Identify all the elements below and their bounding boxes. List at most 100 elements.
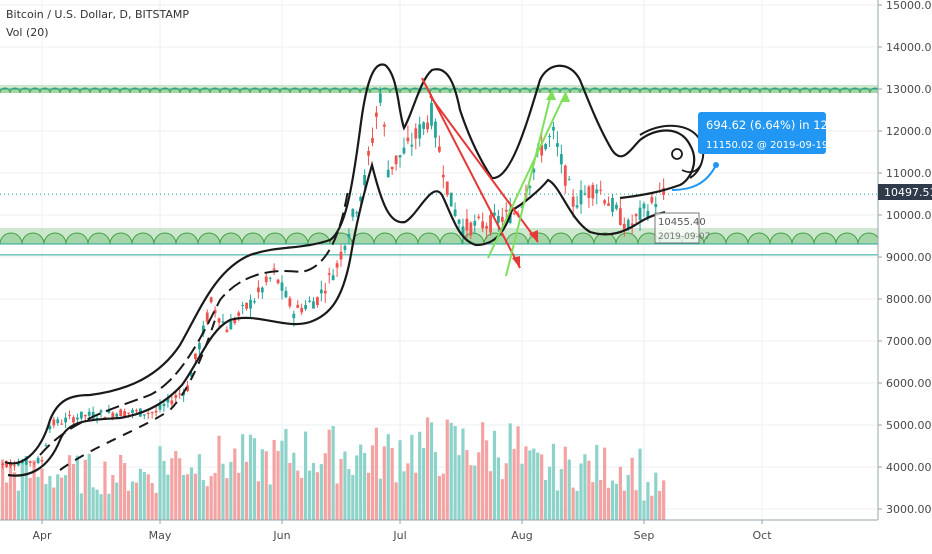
volume-bar [391,448,394,520]
volume-bar [36,477,39,520]
time-tick-label: Jul [392,529,406,542]
candle-body [72,417,75,422]
candle-body [68,415,71,416]
time-tick-label: May [149,529,172,542]
volume-bar [493,431,496,520]
candle-body [45,445,48,446]
volume-bar [532,449,535,520]
candle-body [178,393,181,394]
candle-body [466,219,469,231]
candle-body [127,413,130,414]
candle-body [269,278,272,279]
candle-body [135,410,138,411]
candle-body [481,221,484,228]
candle-body [1,464,4,465]
volume-bar [568,460,571,520]
volume-bar [99,494,102,520]
volume-bar [631,458,634,520]
volume-bar [225,478,228,520]
price-tick-label: 7000.00 [886,335,932,348]
candle-body [265,277,268,283]
volume-bar [536,452,539,520]
time-tick-label: Sep [634,529,655,542]
candle-body [131,410,134,413]
volume-bar [107,494,110,520]
candle-body [351,209,354,217]
candle-body [371,138,374,143]
volume-bar [206,486,209,520]
candle-body [485,226,488,229]
volume-bar [139,469,142,520]
volume-bar [217,436,220,520]
candle-body [80,412,83,419]
volume-bar [501,479,504,520]
volume-bar [257,481,260,520]
candle-body [418,124,421,138]
candle-body [355,212,358,213]
candle-body [643,204,646,209]
volume-bar [520,464,523,520]
symbol-title[interactable]: Bitcoin / U.S. Dollar, D, BITSTAMP [6,6,189,24]
volume-bar [276,451,279,520]
volume-bar [402,471,405,520]
candle-body [316,297,319,305]
candle-body [56,419,59,423]
volume-bar [56,474,59,520]
candle-body [257,288,260,293]
volume-bar [21,462,24,520]
volume-bar [457,455,460,520]
volume-bar [359,445,362,520]
candle-body [300,308,303,313]
volume-bar [406,463,409,520]
volume-bar [210,476,213,520]
candle-body [403,148,406,154]
candle-body [473,221,476,226]
candle-body [450,193,453,207]
volume-bar [595,445,598,520]
volume-bar [5,483,8,520]
candle-body [430,103,433,126]
volume-bar [544,480,547,520]
candle-body [344,246,347,250]
volume-bar [48,476,51,520]
volume-bar [383,446,386,520]
volume-bar [481,422,484,520]
candle-body [76,418,79,420]
candle-body [391,167,394,169]
candle-body [576,205,579,207]
volume-bar [363,453,366,520]
volume-bar [473,465,476,520]
volume-bar [233,448,236,520]
volume-bar [591,482,594,520]
candle-body [564,166,567,186]
volume-bar [343,451,346,520]
volume-bar [430,422,433,520]
volume-indicator-label[interactable]: Vol (20) [6,24,189,42]
price-tick-label: 9000.00 [886,251,932,264]
candle-body [206,312,209,321]
candle-body [599,190,602,191]
candle-body [367,151,370,156]
volume-bar [355,455,358,520]
volume-bar [619,467,622,520]
red-arrow-1-head [512,256,520,268]
volume-bar [265,451,268,520]
volume-bar [422,448,425,520]
candle-body [13,465,16,466]
chart-legend: Bitcoin / U.S. Dollar, D, BITSTAMP Vol (… [6,6,189,42]
volume-bar [642,501,645,520]
price-tick-label: 15000.00 [886,0,932,12]
candle-body [438,147,441,152]
volume-bar [166,475,169,520]
candle-body [159,405,162,410]
candle-body [33,462,36,463]
volume-bar [143,472,146,520]
candle-body [64,418,67,423]
volume-bar [446,420,449,520]
volume-bar [387,434,390,520]
time-tick-label: Oct [752,529,772,542]
candle-body [395,156,398,165]
price-axis[interactable]: 15000.0014000.0013000.0012000.0011000.00… [878,0,932,550]
